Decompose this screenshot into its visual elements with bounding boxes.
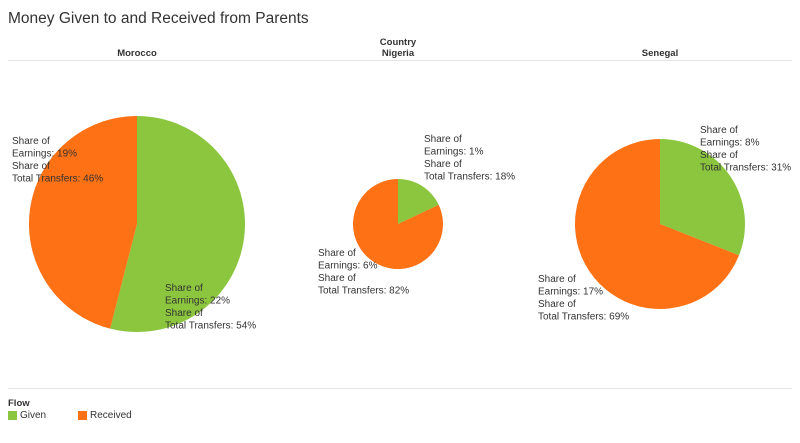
pie-slice-nigeria-given[interactable] bbox=[398, 179, 439, 224]
slice-label-senegal-received: Share of Earnings: 17% Share of Total Trans… bbox=[538, 274, 629, 323]
legend-label-given: Given bbox=[20, 410, 47, 421]
legend-swatch-received bbox=[78, 411, 87, 420]
pie-slice-senegal-received[interactable] bbox=[575, 139, 740, 309]
column-header-morocco: Morocco bbox=[117, 48, 157, 59]
legend-swatch-given bbox=[8, 411, 17, 420]
column-header-senegal: Senegal bbox=[641, 48, 679, 59]
pie-slice-nigeria-received[interactable] bbox=[353, 179, 444, 269]
pie-slice-morocco-received[interactable] bbox=[28, 116, 138, 329]
column-header-nigeria: Nigeria bbox=[381, 48, 415, 59]
slice-label-morocco-given: Share of Earnings: 22% Share of Total Trans… bbox=[165, 283, 256, 332]
legend-label-received: Received bbox=[90, 410, 132, 421]
slice-label-nigeria-received: Share of Earnings: 6% Share of Total Transf… bbox=[318, 248, 409, 297]
legend-item-given[interactable]: Given bbox=[8, 410, 46, 421]
legend-title: Flow bbox=[8, 398, 30, 409]
footer-divider bbox=[8, 388, 792, 389]
legend-item-received[interactable]: Received bbox=[78, 410, 132, 421]
slice-label-senegal-given: Share of Earnings: 8% Share of Total Transf… bbox=[700, 125, 791, 174]
pie-slice-senegal-given[interactable] bbox=[660, 139, 746, 256]
chart-title: Money Given to and Received from Parents bbox=[8, 10, 309, 27]
slice-label-morocco-received: Share of Earnings: 19% Share of Total Trans… bbox=[12, 136, 103, 185]
slice-label-nigeria-given: Share of Earnings: 1% Share of Total Transf… bbox=[424, 134, 515, 183]
column-header-country: Country bbox=[379, 37, 417, 48]
header-divider bbox=[8, 60, 792, 61]
pie-slice-morocco-given[interactable] bbox=[110, 116, 245, 332]
